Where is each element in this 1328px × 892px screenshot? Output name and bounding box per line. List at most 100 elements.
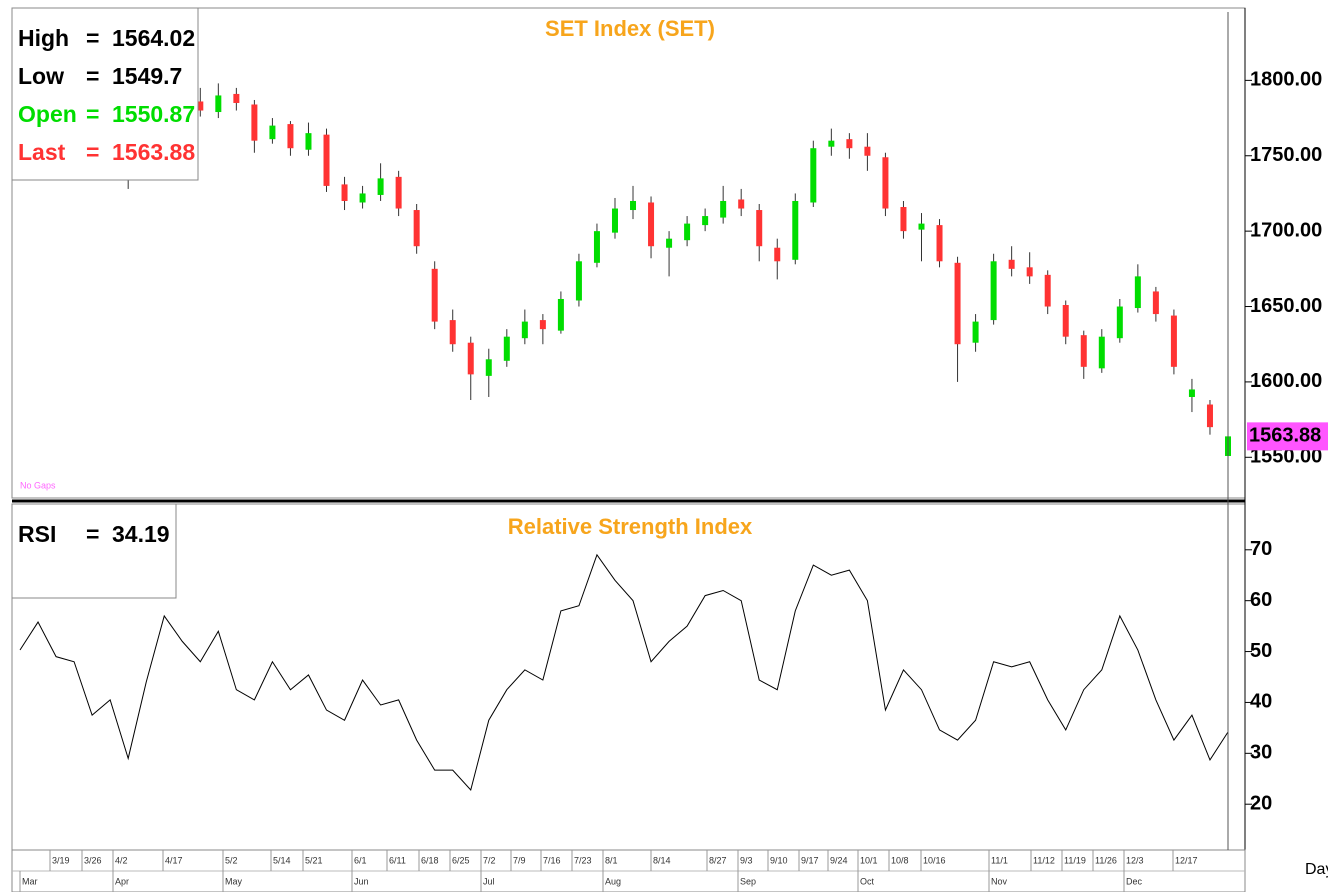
candle-body (251, 104, 258, 141)
candle-body (1008, 259, 1015, 269)
price-panel (11, 7, 1246, 499)
info-value: 1564.02 (112, 25, 195, 51)
date-label: 3/26 (84, 855, 102, 865)
month-label: Apr (115, 876, 129, 886)
rsi-info-separator: = (86, 521, 99, 547)
date-label: 3/19 (52, 855, 70, 865)
candle-body (1080, 335, 1087, 367)
note: No Gaps (20, 480, 56, 490)
candle-body (485, 359, 492, 376)
info-value: 1549.7 (112, 63, 182, 89)
candle-body (215, 95, 222, 113)
y-tick-label: 50 (1250, 640, 1272, 662)
candle-body (449, 320, 456, 345)
y-tick-label: 1800.00 (1250, 69, 1322, 91)
month-label: Mar (22, 876, 38, 886)
last-price-label: 1563.88 (1249, 425, 1321, 447)
date-label: 11/12 (1033, 855, 1055, 865)
date-label: 5/2 (225, 855, 238, 865)
info-label: Open (18, 101, 77, 127)
date-label: 10/1 (860, 855, 878, 865)
date-label: 5/14 (273, 855, 291, 865)
candle-body (828, 140, 835, 147)
candle-body (774, 247, 781, 262)
info-separator: = (86, 63, 99, 89)
candle-body (323, 134, 330, 186)
info-label: Last (18, 139, 66, 165)
y-tick-label: 1650.00 (1250, 295, 1322, 317)
date-label: 12/3 (1126, 855, 1144, 865)
date-label: 6/1 (354, 855, 367, 865)
candle-body (936, 225, 943, 262)
y-tick-label: 60 (1250, 589, 1272, 611)
candle-body (413, 210, 420, 247)
month-label: Dec (1126, 876, 1143, 886)
date-label: 4/17 (165, 855, 183, 865)
candle-body (431, 268, 438, 322)
month-label: Oct (860, 876, 875, 886)
candle-body (287, 124, 294, 149)
candle-body (1206, 404, 1213, 428)
date-label: 5/21 (305, 855, 323, 865)
month-label: May (225, 876, 243, 886)
y-tick-label: 1700.00 (1250, 219, 1322, 241)
x-unit: Day (1305, 861, 1328, 878)
candle-body (341, 184, 348, 201)
candle-body (467, 342, 474, 375)
chart-title: SET Index (SET) (545, 16, 715, 41)
date-label: 10/8 (891, 855, 909, 865)
y-tick-label: 20 (1250, 792, 1272, 814)
candle-body (575, 261, 582, 301)
date-label: 9/3 (740, 855, 753, 865)
info-value: 1563.88 (112, 139, 195, 165)
date-label: 10/16 (923, 855, 946, 865)
rsi-info-box (11, 503, 177, 599)
info-separator: = (86, 25, 99, 51)
candle-body (1116, 306, 1123, 339)
date-label: 11/19 (1064, 855, 1086, 865)
date-label: 8/27 (709, 855, 727, 865)
date-label: 6/11 (389, 855, 406, 865)
info-label: High (18, 25, 69, 51)
candle-body (900, 207, 907, 232)
candle-body (611, 208, 618, 233)
y-tick-label: 1600.00 (1250, 370, 1322, 392)
candle-body (1098, 336, 1105, 369)
candle-body (1044, 274, 1051, 307)
y-tick-label: 40 (1250, 691, 1272, 713)
candle-body (882, 157, 889, 209)
candle-body (738, 199, 745, 209)
candle-body (630, 200, 637, 211)
candle-body (197, 101, 204, 111)
candle-body (1170, 315, 1177, 367)
month-label: Jun (354, 876, 369, 886)
info-value: 1550.87 (112, 101, 195, 127)
rsi-line (19, 553, 1229, 791)
candle-body (1152, 291, 1159, 315)
date-label: 8/14 (653, 855, 671, 865)
candle-body (269, 125, 276, 140)
date-label: 7/2 (483, 855, 496, 865)
candle-body (810, 148, 817, 203)
y-tick-label: 30 (1250, 742, 1272, 764)
date-label: 7/9 (513, 855, 526, 865)
candle-body (233, 93, 240, 103)
candle-body (954, 262, 961, 345)
rsi-panel (11, 503, 1246, 851)
rsi-info-label: RSI (18, 521, 56, 547)
candle-body (359, 193, 366, 203)
candle-body (377, 178, 384, 195)
candle-body (918, 223, 925, 230)
candle-body (521, 321, 528, 339)
month-label: Jul (483, 876, 495, 886)
candle-body (684, 223, 691, 241)
y-tick-label: 1750.00 (1250, 144, 1322, 166)
candle-body (1062, 305, 1069, 337)
y-tick-label: 70 (1250, 538, 1272, 560)
candle-body (539, 320, 546, 330)
info-separator: = (86, 139, 99, 165)
candle-body (972, 321, 979, 343)
rsi-info-value: 34.19 (112, 521, 170, 547)
date-label: 9/24 (830, 855, 848, 865)
